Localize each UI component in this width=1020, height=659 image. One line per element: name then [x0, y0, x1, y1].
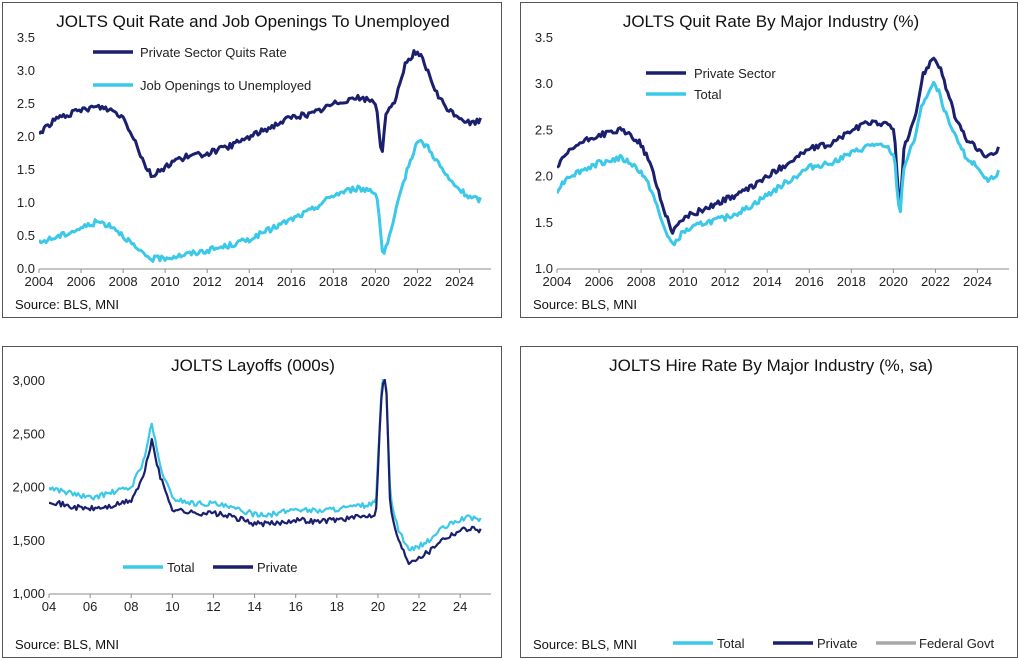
x-tick-label: 12: [206, 599, 220, 614]
legend-label: Total: [167, 560, 195, 575]
legend-label: Private Sector Quits Rate: [140, 45, 287, 60]
x-tick-label: 10: [165, 599, 179, 614]
x-tick-label: 2004: [543, 274, 572, 289]
x-tick-label: 2006: [67, 274, 96, 289]
series-line-private-sector-quits-rate: [39, 49, 482, 179]
x-tick-label: 2024: [963, 274, 992, 289]
x-tick-label: 08: [124, 599, 138, 614]
chart-title: JOLTS Quit Rate By Major Industry (%): [623, 12, 919, 31]
legend-label: Federal Govt: [919, 636, 995, 651]
x-tick-label: 2014: [753, 274, 782, 289]
x-tick-label: 2024: [445, 274, 474, 289]
chart-source: Source: BLS, MNI: [15, 297, 119, 312]
y-tick-label: 2,000: [12, 480, 45, 495]
x-tick-label: 2012: [711, 274, 740, 289]
series-line-total: [49, 379, 482, 552]
x-tick-label: 2018: [319, 274, 348, 289]
chart-title: JOLTS Hire Rate By Major Industry (%, sa…: [609, 356, 933, 375]
x-tick-label: 06: [83, 599, 97, 614]
x-tick-label: 2022: [403, 274, 432, 289]
y-tick-label: 0.0: [17, 261, 35, 276]
x-tick-label: 2012: [193, 274, 222, 289]
x-tick-label: 14: [247, 599, 261, 614]
chart-title: JOLTS Quit Rate and Job Openings To Unem…: [56, 12, 449, 31]
y-tick-label: 2,500: [12, 426, 45, 441]
x-tick-label: 2010: [151, 274, 180, 289]
chart-hire-rate: JOLTS Hire Rate By Major Industry (%, sa…: [533, 356, 995, 652]
x-tick-label: 24: [453, 599, 467, 614]
series-line-private-sector: [557, 56, 1000, 235]
series-line-private: [49, 379, 482, 566]
y-tick-label: 1,000: [12, 586, 45, 601]
x-tick-label: 2008: [109, 274, 138, 289]
y-tick-label: 1.0: [17, 195, 35, 210]
chart-title: JOLTS Layoffs (000s): [171, 356, 335, 375]
x-tick-label: 2010: [669, 274, 698, 289]
y-tick-label: 3.5: [535, 30, 553, 45]
x-tick-label: 16: [288, 599, 302, 614]
y-tick-label: 1.5: [17, 162, 35, 177]
y-tick-label: 2.5: [17, 96, 35, 111]
y-tick-label: 1.5: [535, 215, 553, 230]
x-tick-label: 2020: [879, 274, 908, 289]
x-tick-label: 2016: [277, 274, 306, 289]
y-tick-label: 2.0: [535, 169, 553, 184]
x-tick-label: 18: [330, 599, 344, 614]
y-tick-label: 3,000: [12, 373, 45, 388]
legend-label: Total: [717, 636, 745, 651]
legend-label: Private: [257, 560, 297, 575]
x-tick-label: 20: [371, 599, 385, 614]
legend-label: Job Openings to Unemployed: [140, 78, 311, 93]
chart-quit-rate-openings: JOLTS Quit Rate and Job Openings To Unem…: [15, 12, 491, 312]
chart-panel-quit-rate-openings: JOLTS Quit Rate and Job Openings To Unem…: [2, 2, 502, 318]
chart-source: Source: BLS, MNI: [533, 297, 637, 312]
chart-layoffs: JOLTS Layoffs (000s) 1,000 1,500 2,000 2,500…: [12, 356, 491, 652]
x-tick-label: 04: [42, 599, 56, 614]
legend-label: Total: [694, 87, 722, 102]
chart-source: Source: BLS, MNI: [533, 637, 637, 652]
y-tick-label: 0.5: [17, 228, 35, 243]
x-tick-label: 2018: [837, 274, 866, 289]
chart-panel-layoffs: JOLTS Layoffs (000s) 1,000 1,500 2,000 2,500…: [2, 346, 502, 658]
x-tick-label: 22: [412, 599, 426, 614]
chart-panel-quit-rate-industry: JOLTS Quit Rate By Major Industry (%) 1.0…: [520, 2, 1018, 318]
y-tick-label: 3.0: [17, 63, 35, 78]
x-tick-label: 2008: [627, 274, 656, 289]
y-tick-label: 1,500: [12, 533, 45, 548]
y-tick-label: 1.0: [535, 261, 553, 276]
x-tick-label: 2022: [921, 274, 950, 289]
series-line-total: [557, 80, 1000, 247]
x-tick-label: 2006: [585, 274, 614, 289]
chart-source: Source: BLS, MNI: [15, 637, 119, 652]
x-tick-label: 2014: [235, 274, 264, 289]
series-line-job-openings-to-unemployed: [39, 138, 482, 263]
chart-panel-hire-rate: JOLTS Hire Rate By Major Industry (%, sa…: [520, 346, 1018, 658]
y-tick-label: 2.5: [535, 122, 553, 137]
x-tick-label: 2004: [25, 274, 54, 289]
y-tick-label: 3.5: [17, 30, 35, 45]
x-tick-label: 2016: [795, 274, 824, 289]
y-tick-label: 2.0: [17, 129, 35, 144]
x-tick-label: 2020: [361, 274, 390, 289]
chart-quit-rate-industry: JOLTS Quit Rate By Major Industry (%) 1.0…: [533, 12, 1009, 312]
legend-label: Private Sector: [694, 66, 776, 81]
legend-label: Private: [817, 636, 857, 651]
y-tick-label: 3.0: [535, 76, 553, 91]
